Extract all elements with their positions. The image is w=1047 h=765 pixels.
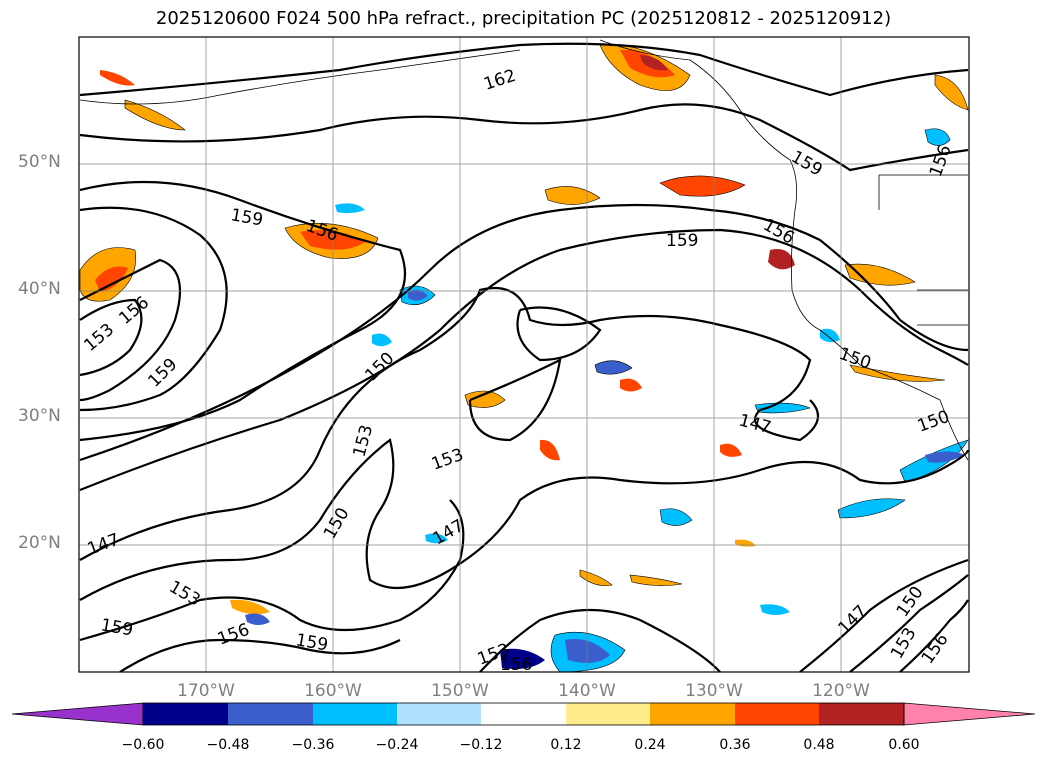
colorbar-tick-label: 0.36 [719,737,751,753]
colorbar-tick-label: −0.60 [121,737,165,753]
colorbar-bin [566,703,650,725]
lat-label-30n: 30°N [18,406,61,426]
colorbar-tick-label: 0.12 [550,737,582,753]
colorbar-extend-high [903,702,1036,726]
colorbar-bin [397,703,481,725]
lon-label-170w: 170°W [177,681,235,701]
colorbar-bin [481,703,566,725]
contour-label: 159 [666,231,698,251]
lon-label-120w: 120°W [812,681,870,701]
contour-label: 156 [500,655,532,675]
lat-label-50n: 50°N [18,152,61,172]
colorbar-bin [650,703,735,725]
map-title: 2025120600 F024 500 hPa refract., precip… [155,8,892,29]
colorbar [11,702,1036,726]
lat-label-40n: 40°N [18,279,61,299]
lon-label-130w: 130°W [685,681,743,701]
map-frame [78,36,970,673]
colorbar-tick-label: 0.24 [634,737,666,753]
colorbar-tick-label: −0.48 [206,737,250,753]
lon-label-160w: 160°W [304,681,362,701]
colorbar-bin [313,703,397,725]
colorbar-bin [228,703,313,725]
colorbar-bin [819,703,904,725]
colorbar-extend-low [11,702,144,726]
map-panel [79,37,969,672]
lon-label-150w: 150°W [431,681,489,701]
precip-positive-fills [79,44,969,615]
colorbar-bin [143,703,228,725]
colorbar-tick-label: −0.36 [291,737,335,753]
colorbar-tick-label: 0.60 [888,737,920,753]
lat-label-20n: 20°N [18,533,61,553]
colorbar-tick-label: −0.12 [459,737,503,753]
lon-label-140w: 140°W [558,681,616,701]
colorbar-tick-label: 0.48 [803,737,835,753]
map-gridlines [79,37,969,672]
colorbar-tick-label: −0.24 [375,737,419,753]
colorbar-bin [735,703,819,725]
refractivity-contours [79,42,969,672]
